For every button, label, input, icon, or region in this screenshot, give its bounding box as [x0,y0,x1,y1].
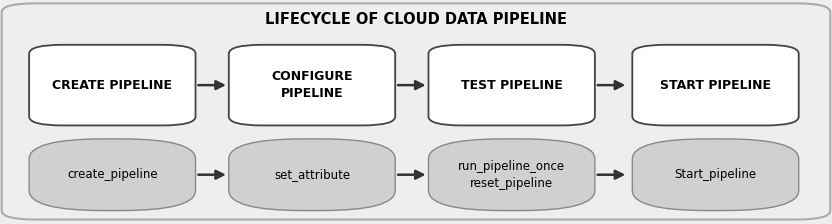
FancyBboxPatch shape [2,3,830,220]
FancyBboxPatch shape [632,45,799,125]
Text: Start_pipeline: Start_pipeline [675,168,756,181]
FancyBboxPatch shape [428,45,595,125]
FancyBboxPatch shape [29,45,196,125]
Text: CREATE PIPELINE: CREATE PIPELINE [52,79,172,92]
Text: run_pipeline_once
reset_pipeline: run_pipeline_once reset_pipeline [458,160,565,190]
FancyBboxPatch shape [229,45,395,125]
FancyBboxPatch shape [229,139,395,211]
Text: TEST PIPELINE: TEST PIPELINE [461,79,562,92]
FancyBboxPatch shape [428,139,595,211]
FancyBboxPatch shape [29,139,196,211]
Text: create_pipeline: create_pipeline [67,168,157,181]
Text: START PIPELINE: START PIPELINE [660,79,771,92]
Text: CONFIGURE
PIPELINE: CONFIGURE PIPELINE [271,70,353,100]
Text: set_attribute: set_attribute [274,168,350,181]
FancyBboxPatch shape [632,139,799,211]
Text: LIFECYCLE OF CLOUD DATA PIPELINE: LIFECYCLE OF CLOUD DATA PIPELINE [265,12,567,26]
